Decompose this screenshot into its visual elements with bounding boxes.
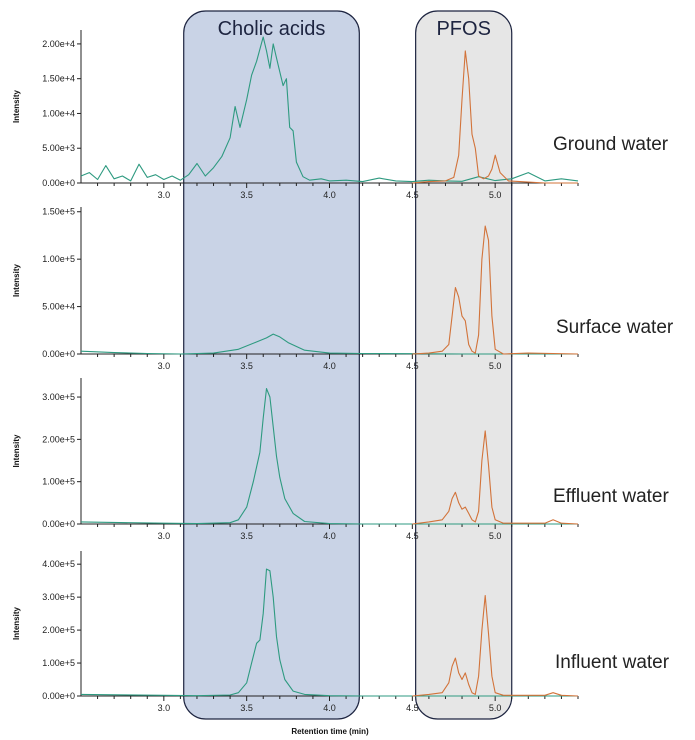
y-tick-label: 5.00e+4 bbox=[42, 302, 75, 312]
y-tick-label: 1.00e+5 bbox=[42, 658, 75, 668]
highlight-region-pfos bbox=[415, 10, 513, 720]
x-tick-label: 3.5 bbox=[240, 703, 253, 713]
y-tick-label: 1.50e+4 bbox=[42, 74, 75, 84]
y-tick-label: 2.00e+5 bbox=[42, 434, 75, 444]
y-tick-label: 0.00e+0 bbox=[42, 519, 75, 529]
x-tick-label: 5.0 bbox=[489, 703, 502, 713]
y-tick-label: 2.00e+4 bbox=[42, 39, 75, 49]
series-line-pfos bbox=[412, 594, 579, 697]
y-axis-label: Intensity bbox=[12, 90, 21, 123]
sample-label-effluent-water: Effluent water bbox=[553, 486, 670, 507]
highlight-regions bbox=[183, 10, 513, 720]
series-line-cholic-acids bbox=[80, 568, 578, 697]
y-tick-label: 3.00e+5 bbox=[42, 392, 75, 402]
panel-4: 0.00e+0 1.00e+5 2.00e+5 3.00e+5 4.00e+5 3.0 3.… bbox=[12, 551, 670, 713]
y-tick-label: 0.00e+0 bbox=[42, 178, 75, 188]
chart-panels: 0.00e+0 5.00e+3 1.00e+4 1.50e+4 2.00e+4 3.0 3.… bbox=[12, 30, 674, 713]
series-line-cholic-acids bbox=[80, 36, 579, 183]
sample-label-surface-water: Surface water bbox=[556, 317, 674, 338]
x-tick-label: 3.0 bbox=[158, 531, 171, 541]
region-label-cholic-acids: Cholic acids bbox=[218, 18, 326, 40]
panel-1: 0.00e+0 5.00e+3 1.00e+4 1.50e+4 2.00e+4 3.0 3.… bbox=[12, 30, 669, 200]
y-tick-label: 0.00e+0 bbox=[42, 691, 75, 701]
x-tick-label: 4.5 bbox=[406, 703, 419, 713]
sample-label-ground-water: Ground water bbox=[553, 134, 669, 155]
region-labels: Cholic acids PFOS bbox=[218, 18, 491, 40]
sample-label-influent-water: Influent water bbox=[555, 652, 670, 673]
y-tick-label: 1.50e+5 bbox=[42, 207, 75, 217]
y-tick-label: 3.00e+5 bbox=[42, 592, 75, 602]
y-axis-label: Intensity bbox=[12, 264, 21, 297]
y-tick-label: 4.00e+5 bbox=[42, 559, 75, 569]
x-tick-label: 3.5 bbox=[240, 361, 253, 371]
region-label-pfos: PFOS bbox=[436, 18, 490, 40]
series-line-cholic-acids bbox=[80, 388, 578, 525]
x-tick-label: 4.0 bbox=[323, 190, 336, 200]
series-line-pfos bbox=[412, 50, 578, 184]
x-tick-label: 4.5 bbox=[406, 361, 419, 371]
y-axis-label: Intensity bbox=[12, 607, 21, 640]
series-line-cholic-acids bbox=[80, 333, 578, 355]
y-axis-label: Intensity bbox=[12, 434, 21, 467]
y-tick-label: 1.00e+5 bbox=[42, 477, 75, 487]
x-tick-label: 5.0 bbox=[489, 190, 502, 200]
y-tick-label: 1.00e+4 bbox=[42, 108, 75, 118]
panel-2: 0.00e+0 5.00e+4 1.00e+5 1.50e+5 3.0 3.5 4.0 4.5… bbox=[12, 207, 674, 371]
x-tick-label: 4.5 bbox=[406, 190, 419, 200]
x-tick-label: 4.0 bbox=[323, 703, 336, 713]
y-tick-label: 0.00e+0 bbox=[42, 349, 75, 359]
series-line-pfos bbox=[412, 430, 579, 525]
y-tick-label: 2.00e+5 bbox=[42, 625, 75, 635]
x-tick-label: 3.0 bbox=[158, 190, 171, 200]
x-tick-label: 3.5 bbox=[240, 531, 253, 541]
x-tick-label: 4.0 bbox=[323, 361, 336, 371]
panel-3: 0.00e+0 1.00e+5 2.00e+5 3.00e+5 3.0 3.5 4.0 4.5… bbox=[12, 378, 670, 541]
x-tick-label: 4.0 bbox=[323, 531, 336, 541]
highlight-region-cholic-acids bbox=[183, 10, 360, 720]
x-tick-label: 3.0 bbox=[158, 703, 171, 713]
x-tick-label: 3.5 bbox=[240, 190, 253, 200]
x-tick-label: 3.0 bbox=[158, 361, 171, 371]
y-tick-label: 1.00e+5 bbox=[42, 254, 75, 264]
y-tick-label: 5.00e+3 bbox=[42, 143, 75, 153]
x-tick-label: 5.0 bbox=[489, 531, 502, 541]
x-tick-label: 4.5 bbox=[406, 531, 419, 541]
x-tick-label: 5.0 bbox=[489, 361, 502, 371]
series-line-pfos bbox=[412, 225, 579, 355]
x-axis-label: Retention time (min) bbox=[291, 727, 369, 736]
